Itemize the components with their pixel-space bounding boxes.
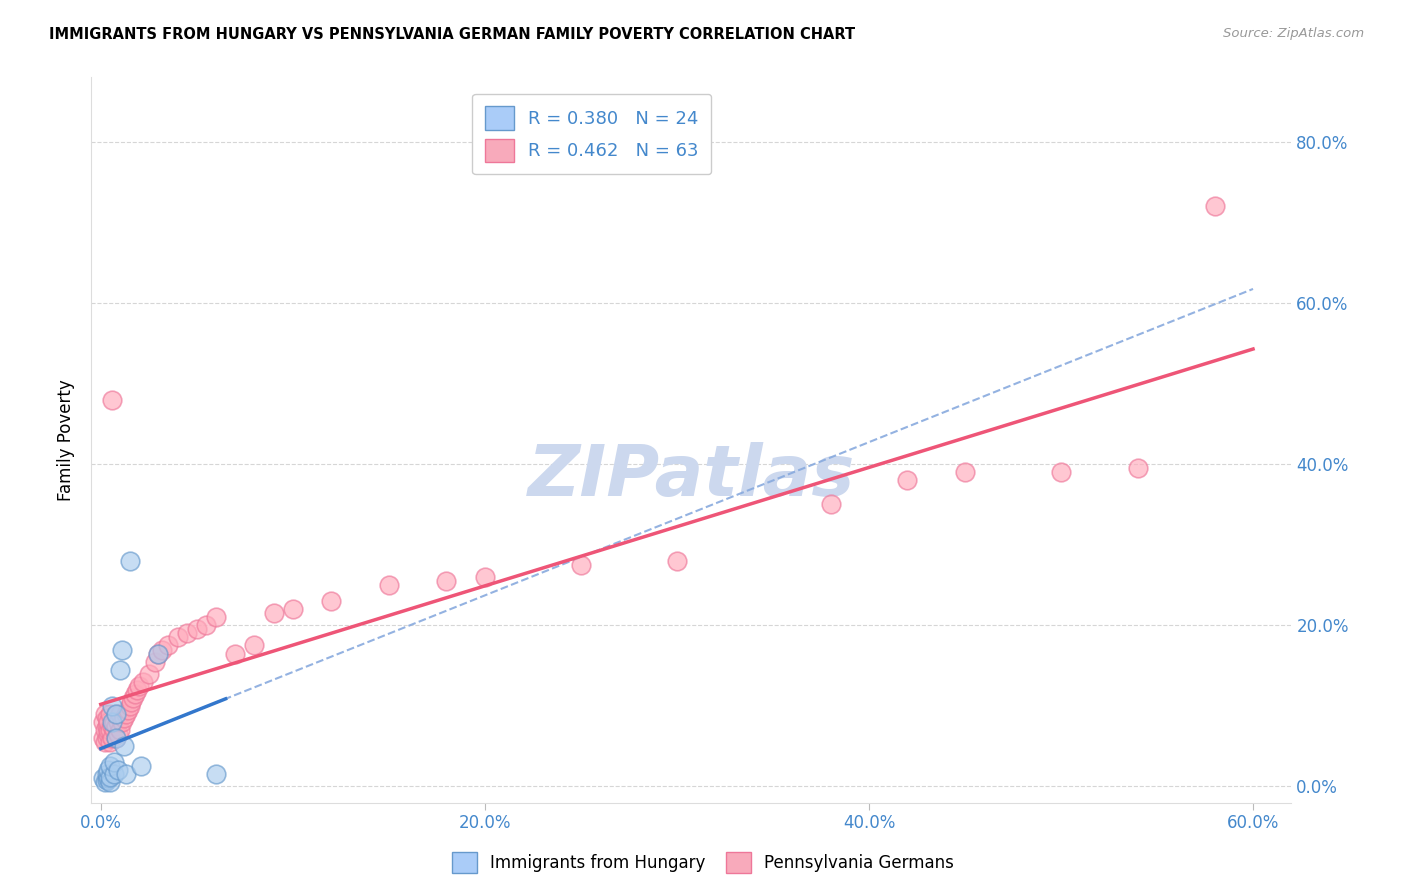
Point	[96, 719, 118, 733]
Point	[118, 554, 141, 568]
Point	[117, 703, 139, 717]
Point	[112, 711, 135, 725]
Point	[97, 723, 120, 737]
Point	[105, 706, 128, 721]
Point	[93, 723, 115, 737]
Point	[121, 695, 143, 709]
Point	[953, 465, 976, 479]
Point	[112, 739, 135, 754]
Point	[474, 570, 496, 584]
Point	[1204, 199, 1226, 213]
Y-axis label: Family Poverty: Family Poverty	[58, 379, 75, 501]
Point	[105, 706, 128, 721]
Point	[98, 775, 121, 789]
Point	[114, 767, 136, 781]
Point	[205, 610, 228, 624]
Point	[176, 626, 198, 640]
Point	[321, 594, 343, 608]
Point	[91, 731, 114, 746]
Point	[1050, 465, 1073, 479]
Point	[97, 727, 120, 741]
Point	[91, 772, 114, 786]
Point	[820, 498, 842, 512]
Point	[105, 731, 128, 746]
Legend: Immigrants from Hungary, Pennsylvania Germans: Immigrants from Hungary, Pennsylvania Ge…	[446, 846, 960, 880]
Point	[186, 623, 208, 637]
Point	[122, 690, 145, 705]
Point	[101, 719, 124, 733]
Point	[97, 764, 120, 778]
Point	[101, 698, 124, 713]
Point	[118, 698, 141, 713]
Point	[205, 767, 228, 781]
Text: IMMIGRANTS FROM HUNGARY VS PENNSYLVANIA GERMAN FAMILY POVERTY CORRELATION CHART: IMMIGRANTS FROM HUNGARY VS PENNSYLVANIA …	[49, 27, 855, 42]
Point	[93, 735, 115, 749]
Point	[103, 723, 125, 737]
Point	[138, 666, 160, 681]
Point	[127, 682, 149, 697]
Point	[103, 756, 125, 770]
Point	[224, 647, 246, 661]
Point	[93, 706, 115, 721]
Point	[129, 759, 152, 773]
Point	[108, 723, 131, 737]
Point	[569, 558, 592, 572]
Point	[148, 647, 170, 661]
Point	[143, 655, 166, 669]
Point	[114, 706, 136, 721]
Point	[108, 663, 131, 677]
Point	[103, 714, 125, 729]
Point	[124, 687, 146, 701]
Point	[1126, 461, 1149, 475]
Point	[281, 602, 304, 616]
Point	[96, 772, 118, 787]
Point	[97, 772, 120, 786]
Text: Source: ZipAtlas.com: Source: ZipAtlas.com	[1223, 27, 1364, 40]
Point	[111, 642, 134, 657]
Point	[98, 723, 121, 737]
Point	[98, 770, 121, 784]
Point	[93, 775, 115, 789]
Point	[101, 714, 124, 729]
Point	[97, 714, 120, 729]
Point	[132, 674, 155, 689]
Point	[378, 578, 401, 592]
Point	[148, 647, 170, 661]
Point	[195, 618, 218, 632]
Point	[105, 731, 128, 746]
Point	[107, 764, 129, 778]
Point	[108, 706, 131, 721]
Point	[101, 731, 124, 746]
Point	[166, 631, 188, 645]
Point	[107, 727, 129, 741]
Point	[101, 392, 124, 407]
Point	[98, 706, 121, 721]
Point	[128, 679, 150, 693]
Point	[896, 473, 918, 487]
Point	[96, 711, 118, 725]
Point	[96, 731, 118, 746]
Point	[665, 554, 688, 568]
Point	[96, 767, 118, 781]
Point	[111, 714, 134, 729]
Point	[243, 639, 266, 653]
Point	[98, 759, 121, 773]
Point	[98, 735, 121, 749]
Point	[103, 767, 125, 781]
Point	[105, 719, 128, 733]
Point	[91, 714, 114, 729]
Point	[156, 639, 179, 653]
Point	[150, 642, 173, 657]
Point	[107, 714, 129, 729]
Text: ZIPatlas: ZIPatlas	[527, 442, 855, 511]
Point	[436, 574, 458, 588]
Legend: R = 0.380   N = 24, R = 0.462   N = 63: R = 0.380 N = 24, R = 0.462 N = 63	[472, 94, 711, 175]
Point	[263, 606, 285, 620]
